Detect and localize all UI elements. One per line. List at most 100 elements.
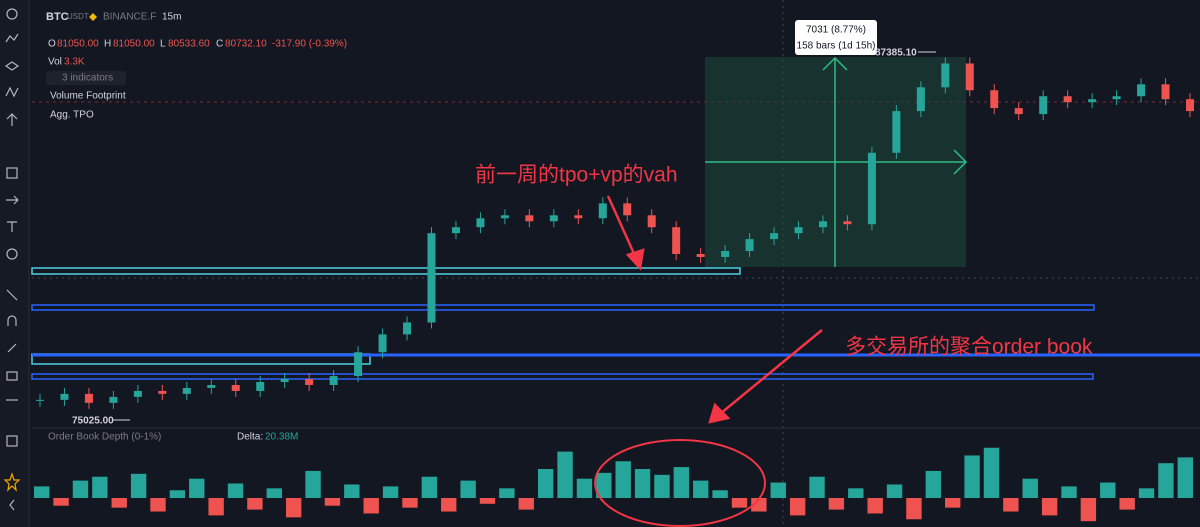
indicators-count[interactable]: 3 indicators <box>62 73 113 84</box>
interval[interactable]: 15m <box>162 12 181 23</box>
depth-bar <box>615 461 631 498</box>
depth-bar <box>886 484 903 498</box>
volume: 3.3K <box>64 57 85 68</box>
depth-bar <box>1119 498 1135 510</box>
high: 81050.00 <box>113 39 155 50</box>
high-label-text: H <box>104 39 111 50</box>
candle-body <box>1039 96 1048 115</box>
depth-bar <box>34 486 50 498</box>
candle-body <box>280 379 289 383</box>
level-zones <box>31 267 1200 380</box>
symbol[interactable]: BTC <box>46 11 69 23</box>
depth-bar <box>227 483 244 498</box>
depth-bar <box>789 498 806 516</box>
candle-body <box>158 390 167 394</box>
depth-bar <box>848 488 864 498</box>
depth-bar <box>809 476 825 498</box>
candle-body <box>965 63 974 91</box>
candle-body <box>133 390 142 397</box>
depth-bar <box>92 476 108 498</box>
volume-label: Vol <box>48 57 62 68</box>
candle-body <box>794 227 803 234</box>
open: 81050.00 <box>57 39 99 50</box>
depth-bar <box>712 490 728 498</box>
annotation-arrows <box>606 195 823 424</box>
candle-body <box>36 399 44 401</box>
low: 80533.60 <box>168 39 210 50</box>
highlight-ellipse <box>594 439 766 527</box>
candle-body <box>647 215 656 228</box>
candle-body <box>1014 108 1023 115</box>
candle-body <box>207 384 216 388</box>
depth-bar <box>382 486 399 498</box>
low-label: 75025.00 <box>72 416 114 427</box>
depth-bar <box>576 478 593 498</box>
candle-body <box>696 253 705 257</box>
depth-bar <box>1061 486 1077 498</box>
indicator[interactable]: Agg. TPO <box>50 110 94 121</box>
depth-bar <box>344 484 360 498</box>
measure-tooltip <box>795 20 877 55</box>
candle-body <box>1063 96 1072 103</box>
close-label: C <box>216 39 223 50</box>
candle-body <box>329 376 338 385</box>
depth-bar <box>208 498 224 516</box>
depth-bar <box>189 478 205 498</box>
depth-bar <box>537 469 554 498</box>
candle-body <box>256 382 265 391</box>
candle-body <box>60 393 69 400</box>
depth-bar <box>460 480 476 498</box>
candle-body <box>305 379 314 385</box>
candle-body <box>574 215 583 219</box>
candle-body <box>549 215 558 222</box>
candle-body <box>818 221 827 228</box>
depth-bar <box>402 498 418 508</box>
indicators-pill[interactable] <box>46 71 126 85</box>
depth-bar <box>596 472 612 498</box>
indicator[interactable]: Volume Footprint <box>50 91 126 102</box>
candle-body <box>84 393 93 403</box>
depth-bar <box>770 482 786 498</box>
candle-body <box>990 90 999 109</box>
depth-bar <box>906 498 922 520</box>
exchange: BINANCE.F <box>103 12 156 23</box>
candle-body <box>1112 96 1121 100</box>
candle-body <box>892 111 901 153</box>
candle-body <box>403 322 412 335</box>
depth-bar <box>130 473 147 498</box>
depth-bar <box>731 498 748 508</box>
candle-body <box>378 334 387 353</box>
candle-body <box>598 203 607 219</box>
candle-body <box>916 87 925 112</box>
candle-body <box>427 233 436 323</box>
candle-body <box>182 387 191 394</box>
candle-body <box>109 396 118 403</box>
annotation: 多交易所的聚合order book <box>845 336 1093 359</box>
depth-bar <box>693 480 709 498</box>
depth-bar <box>945 498 961 508</box>
candle-body <box>500 215 509 219</box>
depth-bar <box>654 474 670 498</box>
measure-change: 7031 (8.77%) <box>806 25 866 36</box>
toolbar-icons[interactable] <box>3 8 21 511</box>
depth-bar <box>673 467 690 498</box>
depth-bar <box>518 498 534 510</box>
low-label-text: L <box>160 39 166 50</box>
depth-bar <box>867 498 883 514</box>
depth-bar <box>266 488 282 498</box>
delta: 20.38M <box>265 432 298 443</box>
change: -317.90 (-0.39%) <box>272 39 347 50</box>
depth-bar <box>557 451 573 498</box>
candle-body <box>476 218 485 228</box>
depth-bar <box>1158 463 1174 498</box>
measure-bars: 158 bars (1d 15h) <box>797 41 876 52</box>
candle-body <box>745 239 754 252</box>
depth-bars <box>34 447 1193 522</box>
measure-arrows <box>705 56 968 267</box>
depth-bar <box>324 498 341 506</box>
depth-bar <box>1138 488 1155 498</box>
candle-body <box>231 384 240 391</box>
depth-bar <box>169 490 186 498</box>
candle-body <box>525 215 534 222</box>
